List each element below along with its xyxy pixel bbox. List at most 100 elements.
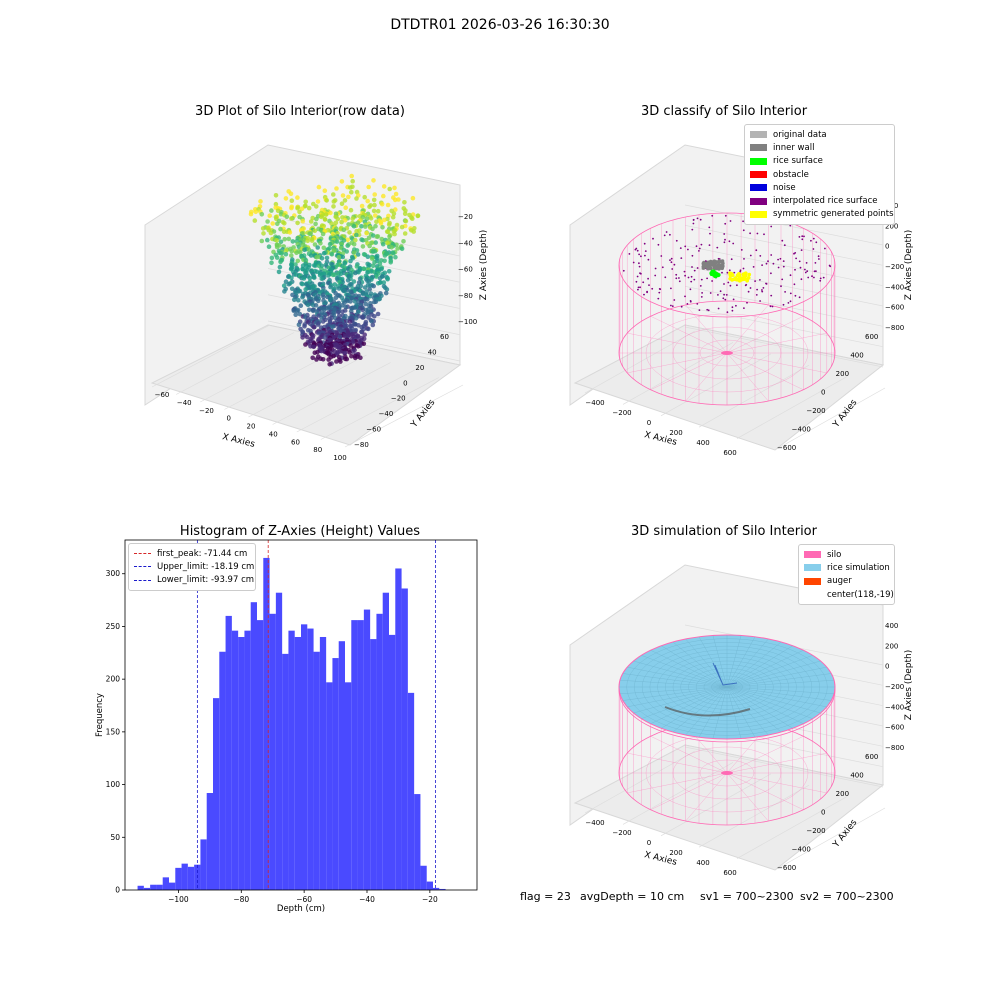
raw-point	[312, 275, 317, 280]
symmetric-point	[737, 275, 742, 280]
raw-point	[350, 216, 355, 221]
footer-flag: flag = 23	[520, 890, 571, 903]
raw-point	[393, 207, 398, 212]
raw-point	[278, 226, 283, 232]
raw-point	[371, 283, 376, 289]
interpolated-point	[723, 233, 726, 235]
interpolated-point	[739, 270, 742, 273]
classify-legend: original data inner wall rice surface obsta…	[744, 124, 895, 226]
interpolated-point	[647, 258, 650, 261]
raw-point	[295, 220, 300, 226]
interpolated-point	[782, 260, 785, 262]
x-tick-label: −60	[296, 895, 312, 904]
interpolated-point	[671, 268, 674, 270]
raw-point	[274, 255, 280, 260]
symmetric-point	[744, 277, 749, 282]
raw-point	[361, 341, 367, 346]
interpolated-point	[793, 283, 796, 286]
raw-point	[342, 198, 348, 203]
histogram-bar	[137, 885, 144, 890]
interpolated-point	[762, 287, 765, 289]
interpolated-point	[811, 275, 813, 278]
histogram-bar	[244, 630, 251, 890]
panel-title-histogram: Histogram of Z-Axies (Height) Values	[179, 524, 421, 539]
interpolated-point	[698, 247, 701, 250]
raw-point	[352, 299, 358, 304]
raw-point	[316, 184, 322, 190]
raw-point	[259, 238, 265, 244]
interpolated-point	[691, 228, 694, 231]
histogram-frame	[124, 539, 478, 891]
raw-point	[370, 226, 375, 232]
histogram-xlabel: Depth (cm)	[277, 904, 325, 914]
interpolated-point	[699, 218, 702, 221]
z-tick-label: 200	[885, 222, 898, 230]
y-tick-label: 40	[428, 348, 437, 356]
interpolated-point	[752, 266, 755, 268]
interpolated-point	[789, 274, 792, 277]
interpolated-point	[822, 276, 825, 279]
raw-point	[331, 204, 336, 209]
raw-point	[326, 273, 331, 278]
raw-point	[314, 357, 319, 362]
interpolated-point	[829, 265, 832, 268]
footer-sv2: sv2 = 700~2300	[800, 890, 894, 903]
raw-point	[284, 214, 290, 219]
raw-point	[290, 239, 296, 244]
histogram-bar	[370, 639, 377, 890]
interpolated-point	[675, 277, 678, 280]
histogram-bar	[382, 592, 389, 890]
raw-point	[410, 216, 415, 221]
x-tick-label: 0	[227, 415, 231, 423]
raw-point	[273, 193, 279, 198]
interpolated-point	[783, 244, 786, 247]
rice-surface-mesh	[672, 641, 728, 688]
interpolated-point	[800, 278, 803, 281]
raw-point	[321, 250, 327, 256]
y-tick-label: 200	[106, 675, 121, 684]
silo-floor-spoke	[726, 752, 827, 774]
y-tick-label: −40	[379, 410, 394, 418]
interpolated-point	[749, 287, 752, 289]
raw-point	[341, 227, 347, 232]
raw-point	[372, 314, 377, 319]
legend-label: interpolated rice surface	[773, 196, 878, 207]
raw-point	[402, 231, 408, 236]
legend-swatch	[804, 551, 821, 559]
interpolated-point	[719, 290, 722, 293]
interpolated-point	[661, 266, 664, 269]
raw-point	[365, 198, 370, 204]
raw-point	[321, 294, 326, 299]
rice-surface-mesh	[726, 666, 827, 688]
raw-point	[306, 205, 312, 211]
raw-point	[366, 279, 372, 284]
raw-point	[282, 236, 287, 242]
raw-point	[410, 195, 416, 201]
raw-point	[381, 280, 387, 285]
silo-floor-spoke	[650, 772, 728, 810]
raw-point	[340, 215, 345, 220]
raw-point	[360, 307, 365, 313]
rice-surface-mesh	[726, 686, 821, 714]
interpolated-point	[692, 218, 695, 221]
raw-point	[366, 184, 371, 190]
raw-point	[268, 230, 274, 236]
interpolated-point	[781, 239, 784, 242]
z-tick-label: −200	[885, 263, 904, 271]
legend-label: rice surface	[773, 156, 823, 167]
interpolated-point	[812, 237, 815, 240]
legend-label: original data	[773, 129, 827, 140]
histogram-bar	[439, 888, 446, 890]
rice-surface-mesh	[698, 686, 728, 738]
histogram-bar	[319, 636, 327, 890]
raw-point	[310, 308, 316, 314]
interpolated-point	[813, 270, 816, 273]
raw-point	[374, 234, 380, 239]
interpolated-point	[755, 294, 758, 296]
interpolated-point	[781, 278, 784, 281]
interpolated-point	[657, 297, 660, 300]
raw-point	[294, 308, 300, 314]
raw-point	[385, 276, 390, 282]
classify-silo-wireframe	[618, 212, 836, 406]
raw-point	[288, 191, 294, 196]
